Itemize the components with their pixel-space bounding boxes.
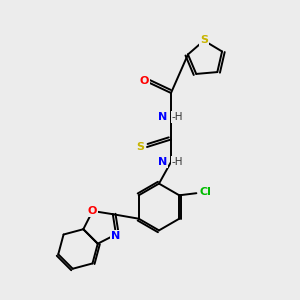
Text: S: S <box>136 142 144 152</box>
Text: -H: -H <box>172 157 183 167</box>
Text: O: O <box>88 206 97 216</box>
Text: Cl: Cl <box>200 187 211 197</box>
Text: N: N <box>111 231 120 241</box>
Text: S: S <box>200 35 208 45</box>
Text: N: N <box>158 157 167 167</box>
Text: N: N <box>158 112 167 122</box>
Text: -H: -H <box>172 112 183 122</box>
Text: O: O <box>139 76 149 86</box>
